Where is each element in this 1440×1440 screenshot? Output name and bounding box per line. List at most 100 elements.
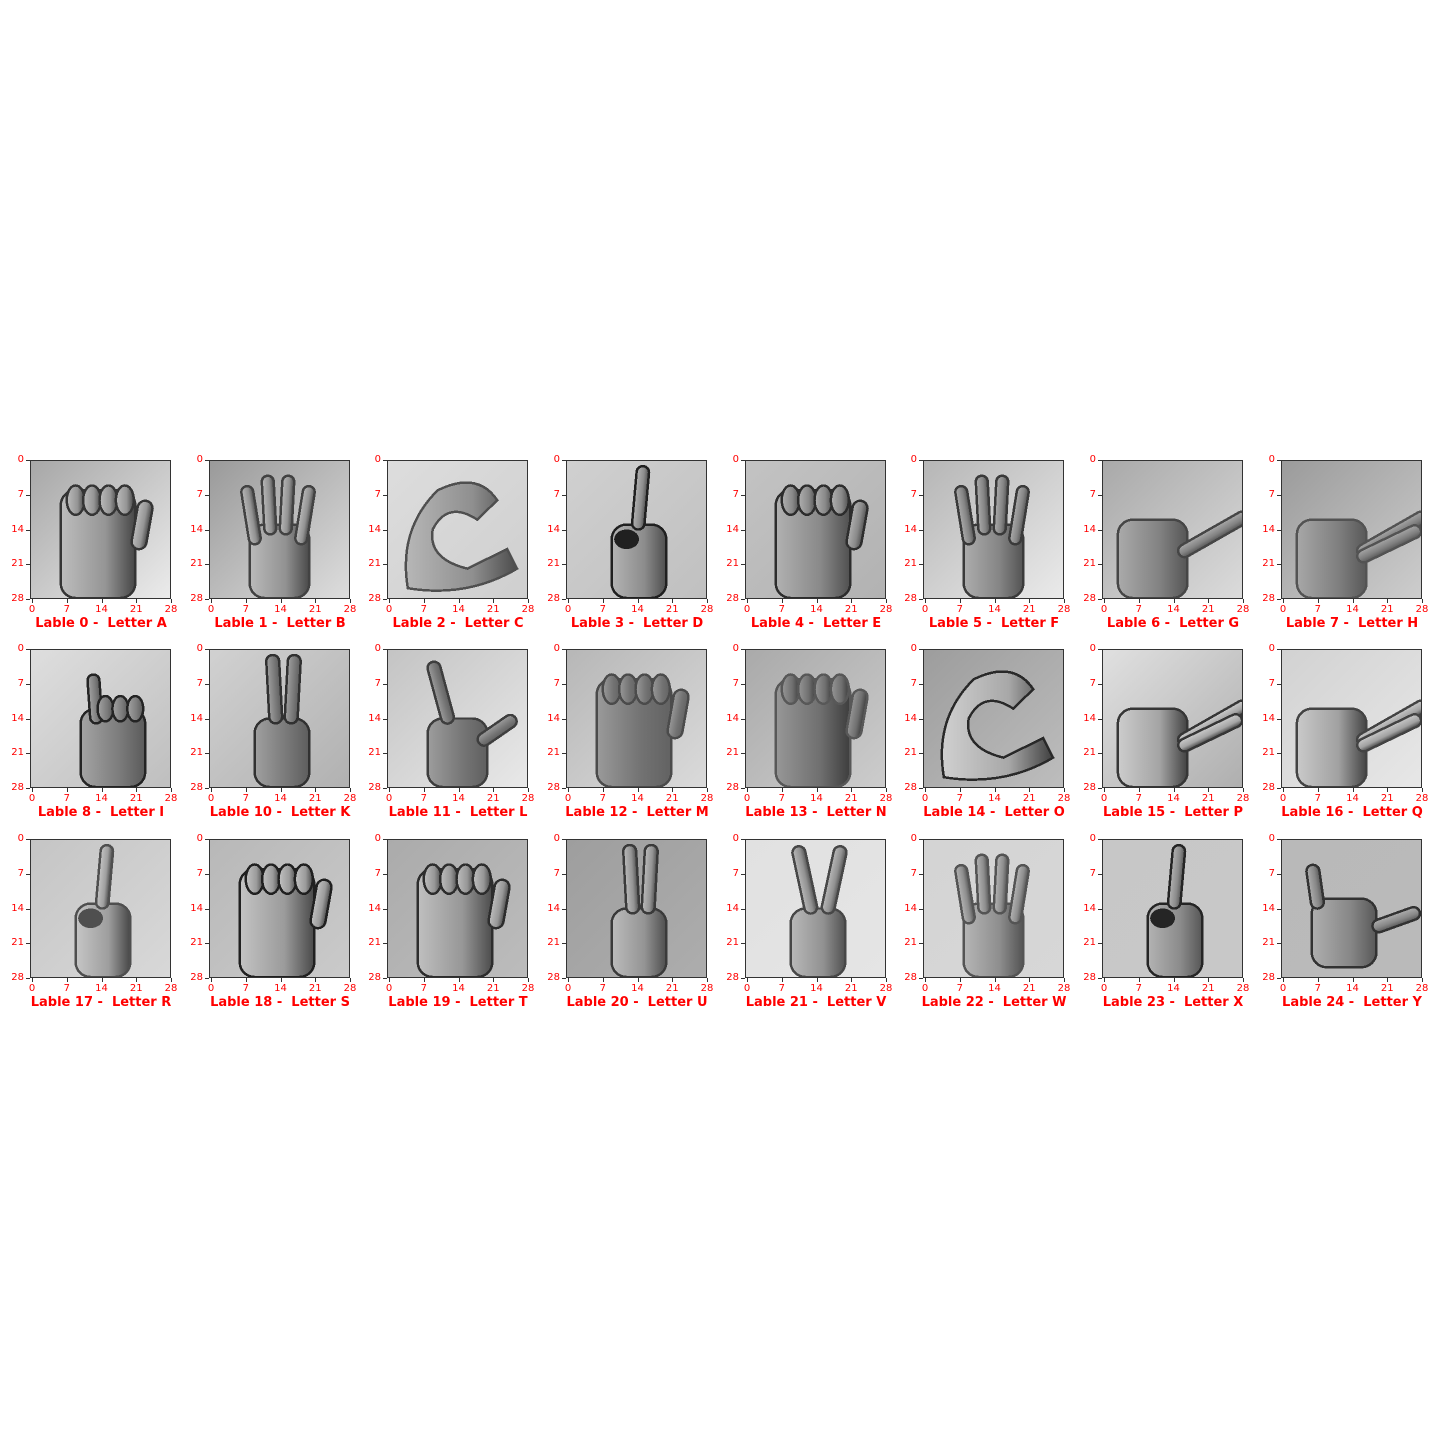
y-tick-label: 14 bbox=[4, 904, 24, 914]
y-tick-mark bbox=[1277, 943, 1281, 944]
x-tick-label: 7 bbox=[414, 984, 434, 994]
x-tick-label: 28 bbox=[1054, 794, 1074, 804]
sign-panel: 0 7 14 21 28 0 7 14 21 28 Lable 14 - Letter O bbox=[893, 639, 1071, 824]
x-tick-label: 21 bbox=[841, 605, 861, 615]
x-tick-mark bbox=[925, 978, 926, 982]
x-tick-label: 14 bbox=[449, 984, 469, 994]
y-tick-mark bbox=[205, 599, 209, 600]
y-tick-mark bbox=[383, 788, 387, 789]
y-tick-mark bbox=[1098, 943, 1102, 944]
y-tick-label: 28 bbox=[4, 973, 24, 983]
x-tick-label: 21 bbox=[1019, 605, 1039, 615]
y-tick-mark bbox=[383, 909, 387, 910]
panel-caption: Lable 4 - Letter E bbox=[715, 616, 917, 631]
y-tick-label: 7 bbox=[897, 490, 917, 500]
y-tick-mark bbox=[205, 649, 209, 650]
x-tick-label: 28 bbox=[697, 794, 717, 804]
x-tick-mark bbox=[1387, 978, 1388, 982]
hand-sign-image bbox=[923, 839, 1064, 978]
x-tick-label: 14 bbox=[807, 605, 827, 615]
x-tick-label: 14 bbox=[271, 984, 291, 994]
sign-panel: 0 7 14 21 28 0 7 14 21 28 Lable 11 - Letter L bbox=[357, 639, 535, 824]
hand-sign-image bbox=[923, 649, 1064, 788]
hand-sign-image bbox=[209, 839, 350, 978]
x-tick-label: 28 bbox=[697, 984, 717, 994]
x-tick-label: 28 bbox=[1412, 605, 1432, 615]
x-tick-mark bbox=[851, 788, 852, 792]
x-tick-label: 21 bbox=[841, 984, 861, 994]
y-tick-mark bbox=[205, 909, 209, 910]
x-tick-mark bbox=[568, 599, 569, 603]
y-tick-mark bbox=[741, 839, 745, 840]
y-tick-label: 0 bbox=[719, 834, 739, 844]
y-tick-label: 14 bbox=[1076, 904, 1096, 914]
y-tick-label: 7 bbox=[897, 679, 917, 689]
y-tick-label: 28 bbox=[361, 783, 381, 793]
x-tick-mark bbox=[1422, 788, 1423, 792]
x-tick-label: 14 bbox=[628, 984, 648, 994]
y-tick-mark bbox=[1098, 530, 1102, 531]
x-tick-mark bbox=[1243, 599, 1244, 603]
panel-caption: Lable 19 - Letter T bbox=[357, 995, 559, 1010]
y-tick-label: 28 bbox=[4, 594, 24, 604]
x-tick-mark bbox=[747, 978, 748, 982]
x-tick-mark bbox=[350, 788, 351, 792]
y-tick-label: 14 bbox=[1076, 525, 1096, 535]
y-tick-mark bbox=[26, 874, 30, 875]
x-tick-label: 14 bbox=[1343, 605, 1363, 615]
x-tick-mark bbox=[67, 788, 68, 792]
panel-caption: Lable 10 - Letter K bbox=[179, 805, 381, 820]
y-tick-mark bbox=[919, 978, 923, 979]
x-tick-mark bbox=[424, 599, 425, 603]
x-tick-label: 7 bbox=[57, 605, 77, 615]
y-tick-mark bbox=[562, 978, 566, 979]
y-tick-label: 7 bbox=[361, 490, 381, 500]
y-tick-label: 21 bbox=[361, 938, 381, 948]
x-tick-mark bbox=[925, 788, 926, 792]
x-tick-mark bbox=[1283, 788, 1284, 792]
x-tick-mark bbox=[136, 599, 137, 603]
x-tick-label: 14 bbox=[807, 984, 827, 994]
x-tick-label: 7 bbox=[57, 984, 77, 994]
hand-sign-image bbox=[1102, 460, 1243, 599]
x-tick-mark bbox=[1104, 599, 1105, 603]
panel-caption: Lable 22 - Letter W bbox=[893, 995, 1095, 1010]
x-tick-label: 28 bbox=[1054, 605, 1074, 615]
x-tick-mark bbox=[424, 978, 425, 982]
x-tick-mark bbox=[102, 788, 103, 792]
x-tick-mark bbox=[782, 978, 783, 982]
panel-caption: Lable 21 - Letter V bbox=[715, 995, 917, 1010]
y-tick-label: 28 bbox=[183, 783, 203, 793]
x-tick-mark bbox=[886, 599, 887, 603]
y-tick-mark bbox=[919, 684, 923, 685]
y-tick-mark bbox=[562, 684, 566, 685]
y-tick-mark bbox=[1277, 649, 1281, 650]
x-tick-mark bbox=[960, 978, 961, 982]
y-tick-mark bbox=[1277, 564, 1281, 565]
x-tick-label: 7 bbox=[1129, 984, 1149, 994]
sign-panel: 0 7 14 21 28 0 7 14 21 28 Lable 3 - Letter D bbox=[536, 450, 714, 635]
x-tick-mark bbox=[960, 599, 961, 603]
x-tick-mark bbox=[281, 599, 282, 603]
y-tick-label: 14 bbox=[719, 714, 739, 724]
x-tick-mark bbox=[1318, 788, 1319, 792]
y-tick-mark bbox=[1098, 564, 1102, 565]
x-tick-label: 7 bbox=[950, 984, 970, 994]
x-tick-label: 21 bbox=[483, 794, 503, 804]
y-tick-label: 0 bbox=[540, 644, 560, 654]
x-tick-label: 28 bbox=[1233, 794, 1253, 804]
x-tick-mark bbox=[1139, 978, 1140, 982]
x-tick-mark bbox=[389, 788, 390, 792]
y-tick-mark bbox=[919, 599, 923, 600]
x-tick-mark bbox=[493, 788, 494, 792]
x-tick-label: 21 bbox=[1019, 984, 1039, 994]
y-tick-mark bbox=[741, 719, 745, 720]
sign-panel: 0 7 14 21 28 0 7 14 21 28 Lable 20 - Letter U bbox=[536, 829, 714, 1014]
y-tick-mark bbox=[919, 564, 923, 565]
y-tick-label: 28 bbox=[1076, 594, 1096, 604]
y-tick-mark bbox=[919, 649, 923, 650]
x-tick-label: 28 bbox=[518, 605, 538, 615]
x-tick-mark bbox=[995, 788, 996, 792]
hand-sign-image bbox=[387, 649, 528, 788]
x-tick-label: 7 bbox=[593, 605, 613, 615]
